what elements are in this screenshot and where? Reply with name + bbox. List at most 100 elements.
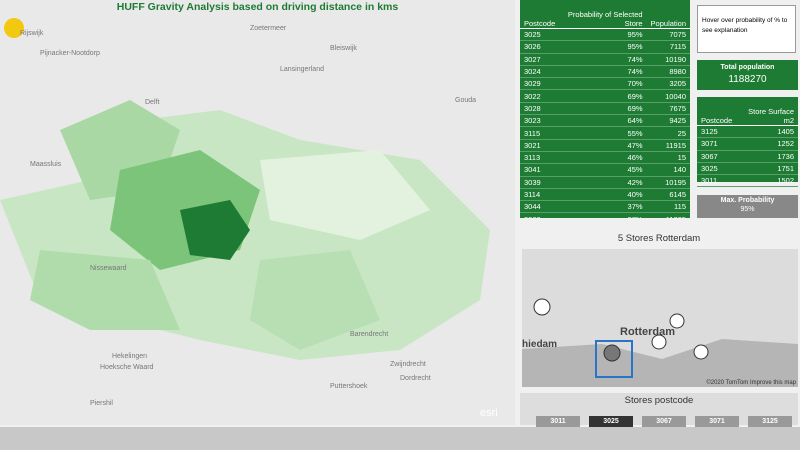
table-cell: 3205 bbox=[646, 77, 690, 91]
city-label: Rotterdam bbox=[620, 326, 675, 338]
column-header[interactable]: Probability of Selected Store bbox=[559, 0, 647, 29]
table-row: 3022 69% 10040 bbox=[520, 89, 690, 103]
store-marker[interactable] bbox=[651, 334, 667, 350]
place-label: Pijnacker-Nootdorp bbox=[40, 50, 100, 57]
place-label: Rijswijk bbox=[20, 30, 44, 37]
table-cell: 95% bbox=[559, 28, 647, 42]
place-label: Maassluis bbox=[30, 161, 62, 168]
table-cell: 37% bbox=[559, 200, 647, 214]
table-cell: 3044 bbox=[520, 200, 560, 214]
info-box: Hover over probability of % to see expla… bbox=[697, 5, 796, 53]
store-marker[interactable] bbox=[669, 313, 685, 329]
table-cell: 3024 bbox=[520, 65, 560, 79]
table-cell: 3041 bbox=[520, 163, 560, 177]
column-header[interactable]: Postcode bbox=[520, 0, 560, 29]
place-label: Dordrecht bbox=[400, 375, 431, 382]
place-label: Hoeksche Waard bbox=[100, 364, 154, 371]
slicer-option[interactable]: 3025 bbox=[589, 416, 633, 427]
table-row: 308237%11835 bbox=[520, 212, 690, 218]
store-marker[interactable] bbox=[693, 344, 709, 360]
title: HUFF Gravity Analysis based on driving d… bbox=[116, 1, 399, 13]
table-cell: 3125 bbox=[697, 125, 737, 139]
table-cell: 74% bbox=[559, 65, 647, 79]
table-cell: 47% bbox=[559, 139, 647, 152]
stores-map-title: 5 Stores Rotterdam bbox=[617, 233, 701, 244]
selection-box bbox=[595, 340, 633, 378]
total-population-card: Total population 1188270 bbox=[697, 60, 798, 90]
slicer-option[interactable]: 3071 bbox=[695, 416, 739, 427]
menu-button[interactable] bbox=[4, 18, 24, 38]
slicer-title: Stores postcode bbox=[624, 395, 694, 406]
stores-map[interactable]: Rotterdam hiedam ©2020 TomTom Improve th… bbox=[522, 249, 798, 387]
header-row: Postcode Probability of Selected Store Pop… bbox=[520, 0, 690, 29]
region bbox=[180, 200, 250, 260]
place-label: Bleiswijk bbox=[330, 45, 357, 52]
table-cell: 37% bbox=[559, 212, 647, 218]
region bbox=[250, 250, 380, 350]
table-row: 3044 37% 115 bbox=[520, 200, 690, 214]
table-cell: 3082 bbox=[520, 212, 560, 218]
table-row: 3115 55% 25 bbox=[520, 126, 690, 140]
slicer-options: 3011 3025 3067 3071 3125 bbox=[536, 410, 798, 428]
table-cell: 3114 bbox=[520, 188, 560, 202]
store-marker[interactable] bbox=[603, 344, 621, 362]
table-cell: 3071 bbox=[697, 137, 737, 151]
table-cell: 55% bbox=[559, 126, 647, 140]
table-cell: 74% bbox=[559, 53, 647, 66]
table-cell: 3022 bbox=[520, 89, 560, 103]
table-cell: 3029 bbox=[520, 77, 560, 91]
slicer-option[interactable]: 3067 bbox=[642, 416, 686, 427]
table-cell: 7075 bbox=[646, 28, 690, 42]
slicer-option[interactable]: 3011 bbox=[536, 416, 580, 427]
choropleth-map[interactable]: Zoetermeer Rijswijk Pijnacker-Nootdorp Blei… bbox=[0, 0, 515, 425]
slicer-option[interactable]: 3125 bbox=[748, 416, 792, 427]
table-cell: 9425 bbox=[646, 114, 690, 128]
table-row: 3039 42% 10195 bbox=[520, 176, 690, 189]
table-cell: 6145 bbox=[646, 188, 690, 202]
column-header[interactable]: Population bbox=[646, 0, 690, 29]
table-cell: 1252 bbox=[736, 137, 798, 151]
column-header[interactable]: Store Surface m2 bbox=[736, 97, 798, 126]
table-cell: 140 bbox=[646, 163, 690, 177]
table-cell: 3028 bbox=[520, 102, 560, 116]
table-cell: 3023 bbox=[520, 114, 560, 128]
table-row: 3067 1736 bbox=[697, 150, 798, 163]
table: Postcode Store Surface m2 3125 1405 3071 1252… bbox=[697, 97, 798, 188]
river bbox=[522, 339, 798, 387]
place-label: Barendrecht bbox=[350, 331, 388, 338]
table-cell: 3115 bbox=[520, 126, 560, 140]
table-cell: 11915 bbox=[646, 139, 690, 152]
table-row: 3024 74% 8980 bbox=[520, 65, 690, 79]
card-value: 95% bbox=[740, 206, 755, 213]
table-row: 3113 46% 15 bbox=[520, 151, 690, 165]
table-cell: 1751 bbox=[736, 162, 798, 176]
store-table: Postcode Store Surface m2 3125 1405 3071 1252… bbox=[697, 97, 798, 188]
city-label: hiedam bbox=[522, 339, 557, 350]
table-cell: 10040 bbox=[646, 89, 690, 103]
table-cell: 115 bbox=[646, 200, 690, 214]
table-cell: 10190 bbox=[646, 53, 690, 66]
table-cell: 25 bbox=[646, 126, 690, 140]
table-row: 3025 1751 bbox=[697, 162, 798, 176]
table-cell: 3067 bbox=[697, 150, 737, 163]
place-label: Zoetermeer bbox=[250, 25, 287, 32]
table-cell: 3026 bbox=[520, 40, 560, 54]
place-label: Nissewaard bbox=[90, 265, 127, 272]
map-credit: esri bbox=[480, 407, 498, 419]
table-cell: 3039 bbox=[520, 176, 560, 189]
table-row: 3114 40% 6145 bbox=[520, 188, 690, 202]
place-label: Gouda bbox=[455, 97, 476, 104]
store-marker[interactable] bbox=[533, 298, 551, 316]
table-row: 3028 69% 7675 bbox=[520, 102, 690, 116]
map-panel: Zoetermeer Rijswijk Pijnacker-Nootdorp Blei… bbox=[0, 0, 515, 425]
table-row: 3026 95% 7115 bbox=[520, 40, 690, 54]
table-row: 3029 70% 3205 bbox=[520, 77, 690, 91]
place-labels: Zoetermeer Rijswijk Pijnacker-Nootdorp Blei… bbox=[20, 25, 476, 407]
table-row: 3025 95% 7075 bbox=[520, 28, 690, 42]
table-cell: 7115 bbox=[646, 40, 690, 54]
footer-bar bbox=[0, 427, 800, 450]
table-row: 3041 45% 140 bbox=[520, 163, 690, 177]
slicer: Stores postcode 3011 3025 3067 3071 3125 bbox=[520, 393, 798, 428]
column-header[interactable]: Postcode bbox=[697, 97, 737, 126]
